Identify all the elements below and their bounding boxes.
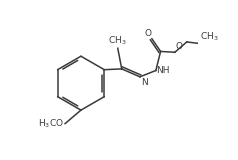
Text: O: O (176, 42, 183, 52)
Text: NH: NH (156, 66, 170, 75)
Text: CH$_3$: CH$_3$ (109, 35, 127, 48)
Text: H$_3$CO: H$_3$CO (38, 117, 64, 130)
Text: CH$_3$: CH$_3$ (200, 30, 218, 43)
Text: O: O (144, 29, 151, 38)
Text: N: N (141, 78, 148, 87)
